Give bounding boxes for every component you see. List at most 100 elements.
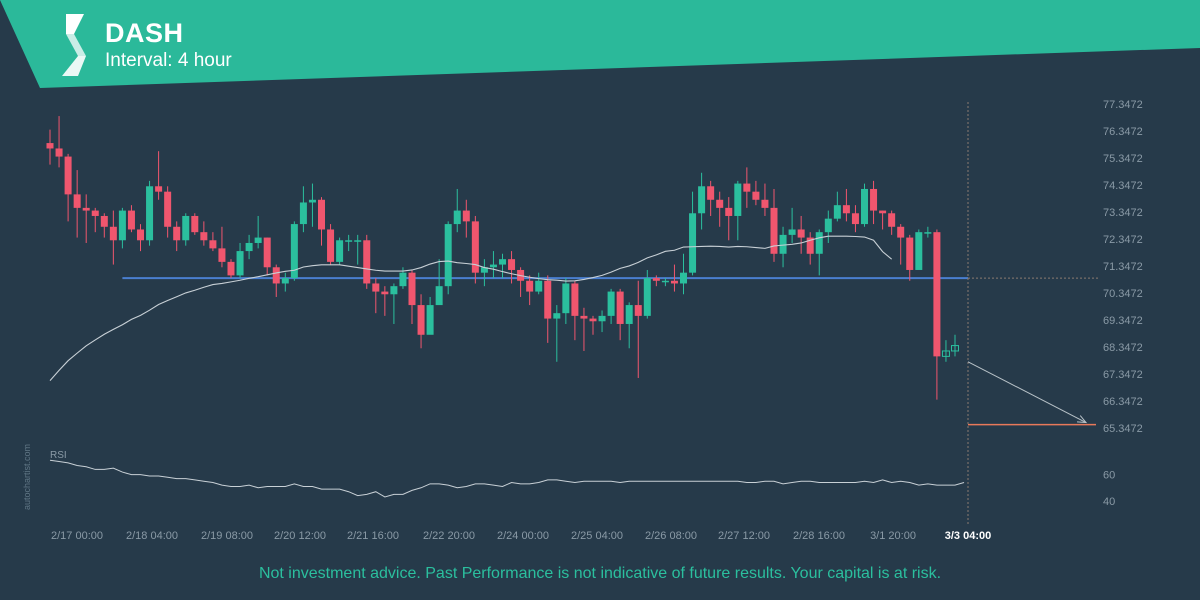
- candle: [562, 283, 570, 314]
- candle: [209, 240, 217, 249]
- candle: [580, 315, 588, 319]
- candle: [535, 280, 543, 292]
- candle: [480, 267, 488, 273]
- candle: [888, 213, 896, 227]
- projection-arrow: [967, 361, 1087, 423]
- candle: [824, 218, 832, 233]
- candle: [435, 286, 443, 306]
- candle: [806, 237, 814, 254]
- x-axis: 2/17 00:00 2/18 04:00 2/19 08:00 2/20 12:00…: [51, 530, 991, 542]
- candle: [182, 215, 190, 241]
- candle: [779, 234, 787, 254]
- candle: [680, 272, 687, 284]
- rsi-line: [49, 459, 965, 498]
- candle: [924, 232, 932, 234]
- candle: [227, 261, 235, 276]
- candle: [643, 278, 651, 316]
- disclaimer: Not investment advice. Past Performance …: [258, 565, 942, 582]
- candle: [254, 237, 262, 243]
- candle: [734, 183, 742, 216]
- candle: [272, 267, 280, 284]
- x-tick-label: 2/25 04:00: [571, 530, 623, 542]
- candle: [109, 226, 117, 241]
- candle: [851, 213, 859, 225]
- y-tick-label: 70.3472: [1103, 288, 1143, 300]
- candle: [589, 318, 597, 322]
- y-tick-label: 71.3472: [1103, 261, 1143, 273]
- candle: [499, 259, 506, 265]
- price-panel: 77.3472 76.3472 75.3472 74.3472 73.3472 72.34…: [46, 99, 1143, 525]
- candle: [462, 210, 470, 222]
- candle: [73, 194, 81, 208]
- candle: [46, 143, 54, 149]
- rsi-panel: RSI 60 40: [49, 450, 1115, 508]
- candle: [661, 280, 669, 283]
- candle: [218, 248, 226, 262]
- rsi-tick-label: 40: [1103, 496, 1115, 508]
- candle: [670, 280, 678, 284]
- candle: [797, 229, 805, 238]
- candle: [870, 188, 878, 211]
- current-time-label: 3/3 04:00: [945, 530, 991, 542]
- candle: [299, 202, 307, 225]
- y-tick-label: 76.3472: [1103, 126, 1143, 138]
- price-chart: 77.3472 76.3472 75.3472 74.3472 73.3472 72.34…: [46, 99, 1143, 542]
- autochartist-logo-icon: [62, 14, 86, 76]
- x-tick-label: 2/19 08:00: [201, 530, 253, 542]
- candle: [290, 224, 298, 279]
- candle: [381, 291, 389, 295]
- candle: [915, 232, 923, 270]
- candle: [308, 199, 316, 203]
- candle: [607, 291, 615, 316]
- x-tick-label: 2/21 16:00: [347, 530, 399, 542]
- symbol-title: DASH: [105, 18, 184, 48]
- candle: [363, 240, 371, 284]
- interval-label: Interval: 4 hour: [105, 50, 232, 71]
- candle: [571, 283, 579, 316]
- candle: [553, 313, 561, 319]
- candle: [191, 215, 199, 233]
- candle: [245, 242, 253, 252]
- candle: [941, 350, 950, 357]
- candle: [743, 183, 751, 192]
- candle: [236, 251, 244, 276]
- candle: [127, 210, 135, 230]
- y-tick-label: 69.3472: [1103, 315, 1143, 327]
- candle: [752, 191, 760, 200]
- moving-average-line: [49, 235, 893, 382]
- candle: [616, 291, 624, 324]
- candle: [372, 283, 380, 292]
- candle: [833, 205, 841, 219]
- candle: [598, 315, 606, 322]
- y-tick-label: 74.3472: [1103, 180, 1143, 192]
- y-tick-label: 73.3472: [1103, 207, 1143, 219]
- candle: [426, 305, 434, 335]
- x-tick-label: 2/17 00:00: [51, 530, 103, 542]
- candle: [725, 207, 733, 216]
- x-tick-label: 3/1 20:00: [870, 530, 916, 542]
- candle: [281, 278, 289, 284]
- candle: [200, 232, 208, 241]
- x-tick-label: 2/28 16:00: [793, 530, 845, 542]
- x-tick-label: 2/27 12:00: [718, 530, 770, 542]
- x-tick-label: 2/20 12:00: [274, 530, 326, 542]
- candle: [82, 207, 90, 211]
- candle: [689, 213, 697, 273]
- candle: [444, 224, 452, 287]
- candle: [489, 264, 497, 268]
- candle: [100, 215, 108, 227]
- candle: [173, 226, 181, 241]
- x-tick-label: 2/26 08:00: [645, 530, 697, 542]
- candle: [336, 240, 344, 262]
- projection-arrowhead: [1076, 415, 1088, 424]
- candle: [906, 237, 914, 270]
- candle: [861, 188, 868, 225]
- x-tick-label: 2/22 20:00: [423, 530, 475, 542]
- candle: [91, 210, 99, 216]
- x-tick-label: 2/18 04:00: [126, 530, 178, 542]
- candle: [55, 148, 63, 157]
- candle: [327, 229, 335, 262]
- candle: [698, 186, 706, 214]
- candle: [842, 205, 850, 214]
- candle: [544, 280, 552, 319]
